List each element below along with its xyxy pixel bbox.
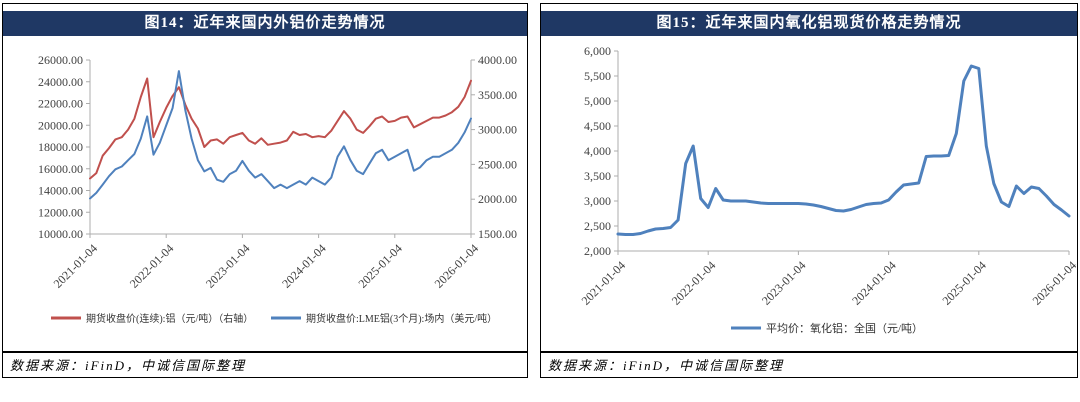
alumina-price-chart-svg: 6,000 5,500 5,000 4,500 4,000 3,500 3,000 2,500… — [579, 44, 1077, 335]
y-axis-tick-label: 3500.00 — [478, 88, 517, 102]
y-axis-tick-label: 22000.00 — [38, 97, 83, 111]
x-axis-tick-label: 2022-01-04 — [127, 241, 176, 290]
y-axis-tick-label: 18000.00 — [38, 140, 83, 154]
x-axis-tick-label: 2022-01-04 — [669, 258, 718, 307]
y-axis-tick-label: 5,500 — [584, 69, 611, 83]
y-axis-tick-label: 14000.00 — [38, 184, 83, 198]
x-axis-tick-label: 2025-01-04 — [355, 241, 404, 290]
y-axis-tick-label: 10000.00 — [38, 227, 83, 241]
y-axis-tick-label: 20000.00 — [38, 118, 83, 132]
x-axis-tick-label: 2026-01-04 — [432, 241, 481, 290]
legend-label: 期货收盘价(连续):铝（元/吨）（右轴） — [86, 312, 253, 325]
aluminum-price-chart: 26000.00 24000.00 22000.00 20000.00 18000.00… — [3, 36, 527, 351]
figure-14-source: 数据来源：iFinD，中诚信国际整理 — [3, 351, 527, 377]
x-axis-tick-label: 2024-01-04 — [279, 241, 328, 290]
chart-axes: 26000.00 24000.00 22000.00 20000.00 18000.00… — [38, 53, 517, 291]
x-axis-tick-label: 2025-01-04 — [939, 258, 988, 307]
y-axis-tick-label: 5,000 — [584, 94, 611, 108]
figure-15-source: 数据来源：iFinD，中诚信国际整理 — [541, 351, 1077, 377]
x-axis-tick-label: 2021-01-04 — [51, 241, 100, 290]
y-axis-tick-label: 2,500 — [584, 219, 611, 233]
alumina-spot-price-line — [616, 64, 1071, 236]
y-axis-tick-label: 3,500 — [584, 169, 611, 183]
y-axis-tick-label: 2,000 — [584, 244, 611, 258]
chart-axes: 6,000 5,500 5,000 4,500 4,000 3,500 3,000 2,500… — [579, 44, 1077, 308]
figure-15-title: 图15：近年来国内氧化铝现货价格走势情况 — [541, 11, 1077, 36]
y-axis-tick-label: 3000.00 — [478, 123, 517, 137]
x-axis-tick-label: 2021-01-04 — [579, 258, 628, 307]
figure-row: 图14：近年来国内外铝价走势情况 26000.00 24000.00 22000.0… — [2, 3, 1078, 378]
y-axis-tick-label: 24000.00 — [38, 75, 83, 89]
y-axis-tick-label: 1500.00 — [478, 227, 517, 241]
legend-label: 期货收盘价:LME铝(3个月):场内（美元/吨） — [306, 312, 497, 325]
y-axis-tick-label: 2000.00 — [478, 192, 517, 206]
y-axis-tick-label: 4,500 — [584, 119, 611, 133]
lme-aluminum-futures-line — [89, 70, 472, 200]
legend-label: 平均价：氧化铝：全国（元/吨） — [766, 321, 923, 335]
x-axis-tick-label: 2023-01-04 — [759, 258, 808, 307]
domestic-aluminum-futures-line — [89, 77, 472, 180]
x-axis-tick-label: 2024-01-04 — [849, 258, 898, 307]
y-axis-tick-label: 12000.00 — [38, 205, 83, 219]
figure-14-title: 图14：近年来国内外铝价走势情况 — [3, 11, 527, 36]
y-axis-tick-label: 4000.00 — [478, 53, 517, 67]
alumina-price-chart: 6,000 5,500 5,000 4,500 4,000 3,500 3,000 2,500… — [541, 36, 1077, 351]
aluminum-price-chart-svg: 26000.00 24000.00 22000.00 20000.00 18000.00… — [38, 53, 517, 325]
figure-14-panel: 图14：近年来国内外铝价走势情况 26000.00 24000.00 22000.0… — [2, 3, 528, 378]
y-axis-tick-label: 3,000 — [584, 194, 611, 208]
y-axis-tick-label: 2500.00 — [478, 157, 517, 171]
y-axis-tick-label: 16000.00 — [38, 162, 83, 176]
y-axis-tick-label: 4,000 — [584, 144, 611, 158]
y-axis-tick-label: 26000.00 — [38, 53, 83, 67]
x-axis-tick-label: 2026-01-04 — [1030, 258, 1077, 307]
x-axis-tick-label: 2023-01-04 — [203, 241, 252, 290]
y-axis-tick-label: 6,000 — [584, 44, 611, 58]
figure-15-panel: 图15：近年来国内氧化铝现货价格走势情况 6,000 5,500 5,000 4,50… — [540, 3, 1078, 378]
